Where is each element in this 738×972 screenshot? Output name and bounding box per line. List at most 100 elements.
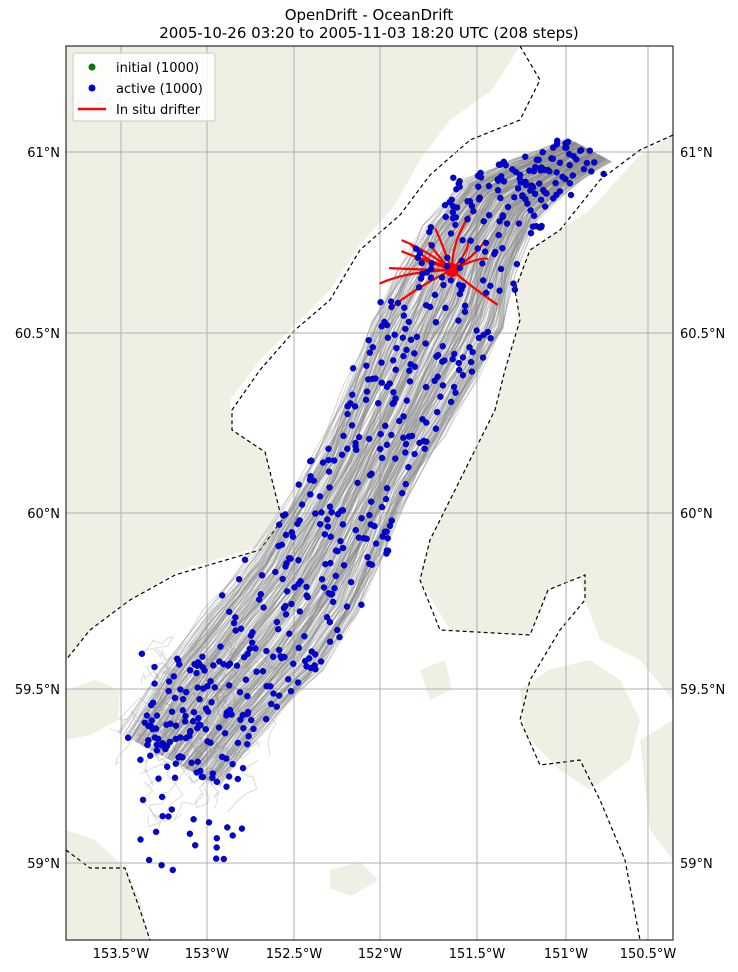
- active-particle: [165, 687, 172, 695]
- active-particle: [383, 441, 391, 448]
- active-particle: [325, 590, 332, 597]
- active-particle: [499, 244, 506, 252]
- active-particle: [327, 533, 334, 540]
- particle-trajectory: [216, 698, 237, 735]
- active-particle: [226, 660, 234, 667]
- particle-trajectory: [232, 740, 261, 759]
- active-particle: [327, 559, 334, 567]
- active-particle: [168, 806, 176, 813]
- active-particle: [383, 485, 391, 492]
- active-particle: [210, 662, 217, 669]
- active-particle: [347, 400, 354, 407]
- active-particle: [495, 177, 502, 184]
- active-particle: [392, 366, 399, 373]
- particle-trajectory: [136, 640, 172, 669]
- active-particle: [403, 397, 411, 404]
- active-particle: [204, 738, 211, 745]
- active-particle: [339, 521, 347, 528]
- active-particle: [202, 726, 210, 733]
- active-particle: [331, 457, 338, 464]
- active-particle: [200, 685, 207, 692]
- active-particle: [432, 425, 440, 432]
- active-particle: [369, 344, 376, 351]
- active-particle: [392, 455, 399, 462]
- active-particle: [232, 614, 239, 621]
- particle-trajectory: [117, 142, 577, 733]
- particle-trajectory: [127, 138, 570, 738]
- active-particle: [194, 684, 201, 691]
- active-particle: [182, 689, 190, 696]
- active-particle: [456, 366, 463, 374]
- particle-trajectory: [149, 148, 589, 750]
- active-particle: [459, 354, 467, 361]
- active-particle: [358, 601, 365, 608]
- active-particle: [275, 626, 282, 633]
- active-particle: [190, 709, 198, 716]
- particle-trajectory: [146, 147, 586, 749]
- particle-trajectory: [154, 143, 579, 753]
- active-particle: [405, 433, 413, 440]
- particle-trajectory: [132, 143, 580, 741]
- active-particle: [539, 148, 546, 156]
- particle-trajectory: [190, 154, 600, 772]
- particle-trajectory: [181, 152, 596, 767]
- active-particle: [533, 222, 540, 230]
- active-particle: [456, 290, 464, 298]
- particle-trajectory: [188, 152, 597, 771]
- lon-tick-label: 151.5°W: [449, 947, 506, 962]
- active-particle: [511, 194, 518, 201]
- lat-tick-label-left: 60.5°N: [15, 327, 60, 342]
- active-particle: [194, 758, 202, 765]
- active-particle: [344, 445, 351, 452]
- particle-trajectory: [176, 148, 589, 764]
- particle-trajectory: [145, 144, 581, 748]
- active-particle: [402, 440, 410, 448]
- particle-trajectory: [205, 155, 603, 780]
- active-particle: [308, 457, 315, 464]
- active-particle: [196, 696, 203, 703]
- legend: initial (1000) active (1000) In situ dri…: [72, 52, 216, 122]
- active-particle: [165, 813, 172, 820]
- active-particle: [229, 832, 236, 839]
- active-particle: [405, 318, 412, 326]
- active-particle: [344, 410, 351, 418]
- active-particle: [154, 735, 162, 742]
- active-particle: [207, 678, 214, 685]
- particle-trajectory: [130, 139, 572, 740]
- active-particle: [172, 760, 180, 767]
- active-particle: [279, 575, 286, 583]
- particle-trajectory: [213, 655, 227, 714]
- active-particle: [336, 633, 343, 641]
- particle-trajectory: [200, 157, 606, 777]
- active-particle: [450, 174, 457, 182]
- land-west-upper: [66, 46, 520, 660]
- active-particle: [188, 759, 195, 766]
- active-particle: [291, 584, 298, 591]
- active-particle: [422, 383, 430, 391]
- active-particle: [334, 626, 341, 634]
- active-particle: [358, 515, 365, 522]
- active-particle: [199, 653, 206, 660]
- particle-trajectory: [222, 631, 246, 661]
- particle-trajectory: [158, 147, 587, 755]
- active-particle: [366, 435, 373, 443]
- active-particle: [308, 648, 315, 655]
- active-particle: [295, 481, 302, 488]
- active-particle: [366, 511, 373, 519]
- active-particle: [340, 432, 347, 440]
- active-particle: [500, 158, 507, 166]
- plot-frame: [65, 45, 674, 941]
- active-particle: [282, 531, 290, 539]
- active-particle: [288, 600, 295, 608]
- active-particle: [276, 646, 283, 654]
- active-particle: [234, 775, 242, 783]
- active-particle: [287, 688, 295, 695]
- particle-trajectory: [185, 152, 597, 769]
- active-particle: [176, 661, 183, 668]
- active-particle: [402, 449, 409, 456]
- active-particle: [417, 275, 425, 282]
- active-particle: [473, 327, 480, 334]
- active-particle: [215, 724, 223, 731]
- active-particle: [237, 716, 244, 723]
- particle-trajectory: [185, 151, 594, 769]
